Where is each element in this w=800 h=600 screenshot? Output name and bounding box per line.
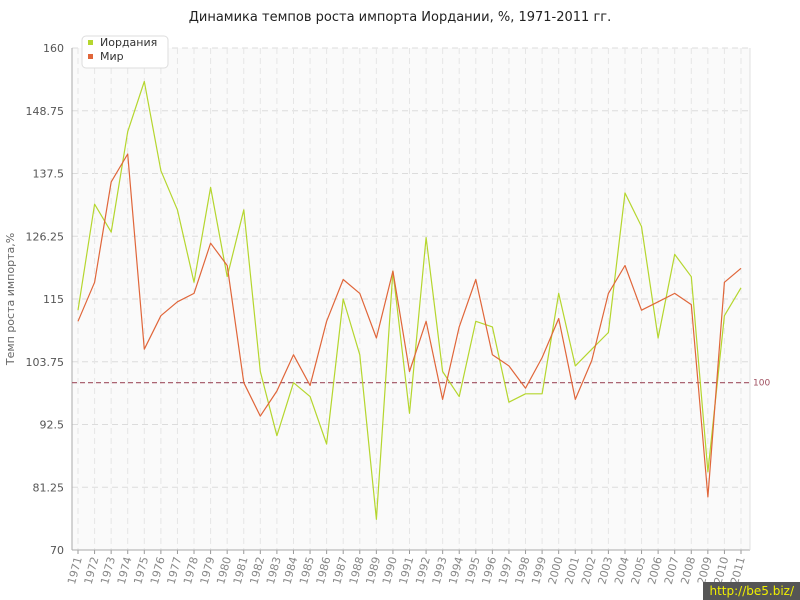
- legend-swatch: [88, 54, 93, 59]
- legend-box: [81, 35, 169, 69]
- y-tick-label: 148.75: [26, 105, 65, 118]
- reference-line-group: 100: [72, 379, 770, 389]
- y-tick-label: 103.75: [26, 356, 65, 369]
- series-lines: [77, 80, 742, 520]
- y-tick-label: 81.25: [33, 481, 65, 494]
- y-tick-label: 115: [43, 293, 64, 306]
- y-tick-label: 70: [50, 544, 64, 557]
- legend-label[interactable]: Иордания: [100, 36, 157, 49]
- chart-title: Динамика темпов роста импорта Иордании, …: [188, 10, 612, 25]
- grid-lines: [72, 47, 750, 551]
- watermark[interactable]: http://be5.biz/: [703, 582, 800, 600]
- legend-label[interactable]: Мир: [100, 50, 124, 63]
- y-tick-label: 137.5: [33, 168, 65, 181]
- series-line[interactable]: [77, 80, 742, 520]
- series-line[interactable]: [77, 153, 742, 498]
- reference-line-label: 100: [753, 379, 770, 389]
- legend-swatch: [88, 40, 93, 45]
- y-tick-label: 160: [43, 42, 64, 55]
- y-axis-label: Темп роста импорта,%: [4, 233, 17, 366]
- y-tick-label: 92.5: [40, 419, 65, 432]
- y-tick-label: 126.25: [26, 230, 65, 243]
